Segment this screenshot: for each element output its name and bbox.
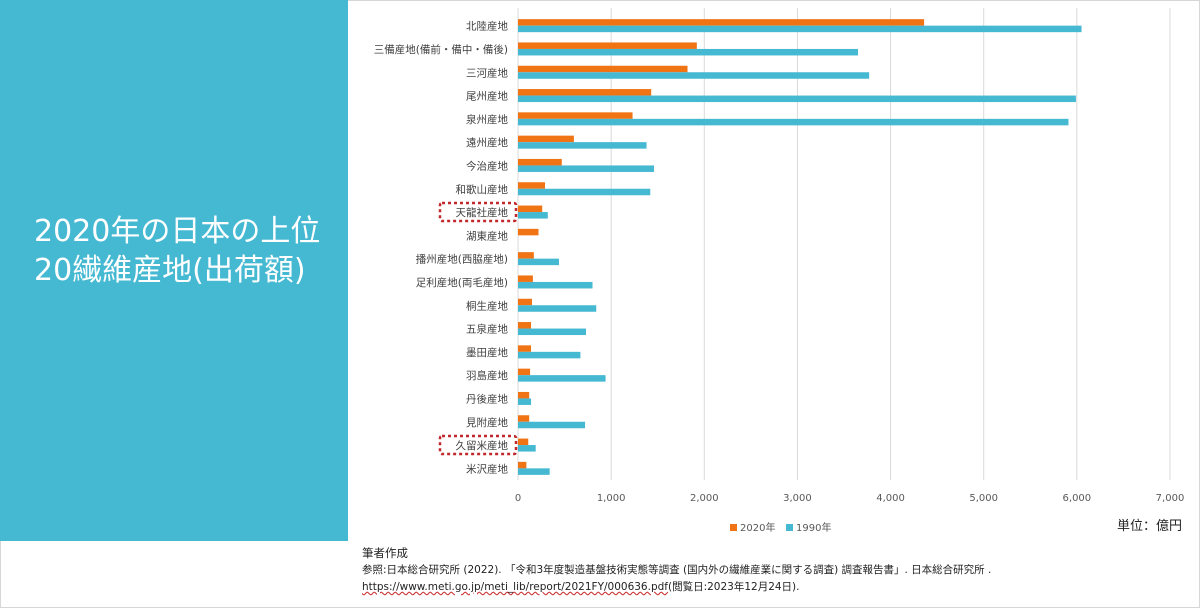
footer-access-date: (閲覧日:2023年12月24日). <box>667 581 800 593</box>
x-tick-label: 5,000 <box>969 493 998 504</box>
bar-2020 <box>518 415 530 422</box>
x-tick-label: 7,000 <box>1156 493 1185 504</box>
bar-2020 <box>518 298 532 306</box>
bar-2020 <box>518 252 534 259</box>
bar-2020 <box>518 135 574 143</box>
bar-2020 <box>518 391 530 399</box>
highlight-box <box>438 434 518 456</box>
bar-1990 <box>518 95 1076 103</box>
category-label: 遠州産地 <box>466 136 508 149</box>
category-label: 見附産地 <box>466 416 508 429</box>
bar-1990 <box>518 72 870 79</box>
bar-2020 <box>518 322 532 329</box>
category-label: 羽島産地 <box>466 369 508 382</box>
bar-chart: 0 1,000 2,000 3,000 4,000 5,000 6,000 7,000 北陸産地… <box>374 8 1185 534</box>
x-tick-label: 0 <box>515 493 521 504</box>
legend-label: 1990年 <box>796 521 831 534</box>
bar-1990 <box>518 375 606 382</box>
bar-2020 <box>518 275 533 282</box>
bar-1990 <box>518 188 651 196</box>
bar-2020 <box>518 42 697 49</box>
bar-1990 <box>518 281 593 289</box>
category-label: 五泉産地 <box>466 323 508 336</box>
category-label: 足利産地(両毛産地) <box>416 276 508 289</box>
bar-1990 <box>518 398 532 405</box>
x-tick-label: 6,000 <box>1063 493 1092 504</box>
category-label: 北陸産地 <box>466 20 508 33</box>
category-label: 尾州産地 <box>466 90 508 103</box>
slide-title: 2020年の日本の上位20繊維産地(出荷額) <box>34 214 321 288</box>
bar-2020 <box>518 158 562 166</box>
legend-swatch <box>730 524 737 531</box>
bar-2020 <box>518 182 546 189</box>
bar-1990 <box>518 328 586 336</box>
x-tick-label: 4,000 <box>876 493 905 504</box>
category-label: 天龍社産地 <box>456 206 509 219</box>
footer: 筆者作成 参照:日本総合研究所 (2022). 「令和3年度製造基盤技術実態等調… <box>362 545 991 596</box>
bar-1990 <box>518 468 550 475</box>
footer-url[interactable]: https://www.meti.go.jp/meti_lib/report/2… <box>362 581 668 593</box>
category-label: 今治産地 <box>466 159 508 172</box>
category-label: 泉州産地 <box>466 113 508 126</box>
bar-1990 <box>518 165 654 172</box>
bar-2020 <box>518 65 688 73</box>
bar-1990 <box>518 118 1069 126</box>
category-label: 湖東産地 <box>466 229 508 242</box>
bar-1990 <box>518 305 597 312</box>
bar-2020 <box>518 205 543 213</box>
bar-1990 <box>518 142 647 149</box>
bar-2020 <box>518 89 652 96</box>
category-label: 播州産地(西脇産地) <box>416 253 508 266</box>
bar-2020 <box>518 345 532 352</box>
bar-2020 <box>518 461 527 469</box>
bar-1990 <box>518 212 548 219</box>
legend-label: 2020年 <box>740 521 775 534</box>
bar-2020 <box>518 228 539 236</box>
category-label: 桐生産地 <box>466 299 508 312</box>
title-panel: 2020年の日本の上位20繊維産地(出荷額) <box>0 0 348 541</box>
unit-label: 単位：億円 <box>1117 519 1183 534</box>
footer-reference: 参照:日本総合研究所 (2022). 「令和3年度製造基盤技術実態等調査 (国内… <box>362 564 992 576</box>
bar-2020 <box>518 19 925 26</box>
footer-url-line: https://www.meti.go.jp/meti_lib/report/2… <box>362 579 991 596</box>
x-tick-label: 3,000 <box>783 493 812 504</box>
category-label: 墨田産地 <box>466 346 508 359</box>
legend-swatch <box>786 524 793 531</box>
category-label: 久留米産地 <box>456 439 509 452</box>
bar-1990 <box>518 48 858 56</box>
category-label: 丹後産地 <box>466 392 508 405</box>
footer-credit: 筆者作成 <box>362 546 408 560</box>
category-label: 米沢産地 <box>466 462 508 475</box>
bar-2020 <box>518 112 633 119</box>
bar-1990 <box>518 25 1082 33</box>
x-tick-label: 2,000 <box>690 493 719 504</box>
category-label: 和歌山産地 <box>456 183 509 196</box>
highlight-box <box>438 201 518 223</box>
bar-1990 <box>518 351 581 359</box>
x-tick-label: 1,000 <box>597 493 626 504</box>
category-label: 三河産地 <box>466 66 508 79</box>
bar-1990 <box>518 421 586 429</box>
bar-1990 <box>518 445 536 452</box>
bar-1990 <box>518 258 559 266</box>
bar-2020 <box>518 368 531 376</box>
bar-2020 <box>518 438 529 446</box>
category-label: 三備産地(備前・備中・備後) <box>374 43 508 56</box>
